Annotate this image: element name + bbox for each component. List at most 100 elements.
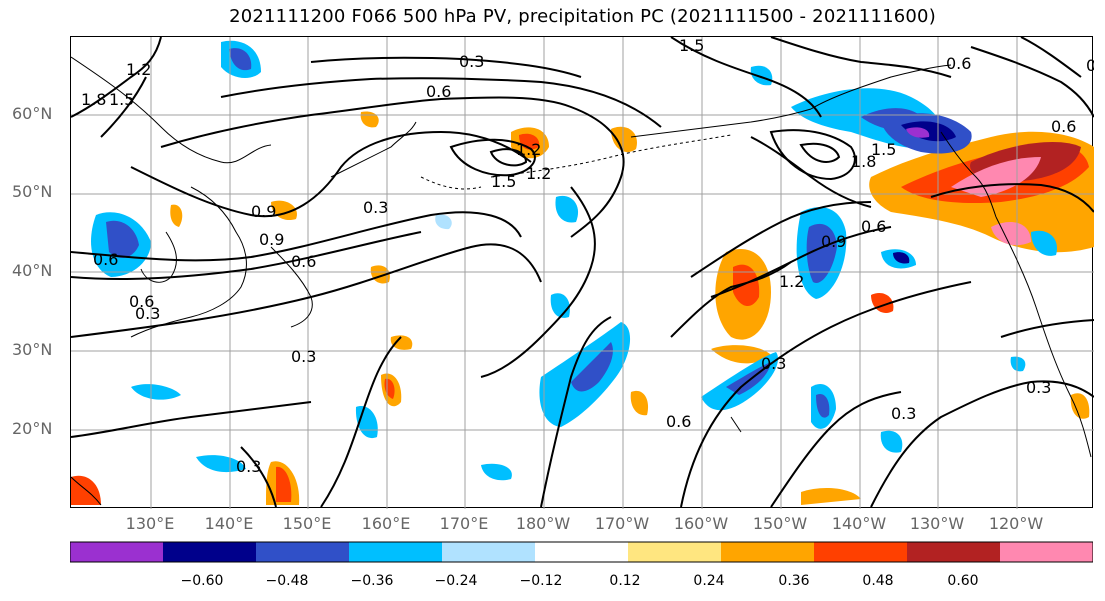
contour-label: 0.6 bbox=[1051, 117, 1076, 136]
colorbar-tick-label: 0.48 bbox=[862, 573, 894, 589]
precip-fill-neg-sm11 bbox=[1010, 356, 1026, 372]
colorbar-tick-label: −0.12 bbox=[519, 573, 563, 589]
colorbar-tick-label: −0.24 bbox=[434, 573, 478, 589]
precip-fill-pos-alaska bbox=[611, 126, 637, 153]
lon-label-140w: 140°W bbox=[831, 514, 887, 533]
precip-fill-pos-s bbox=[711, 345, 771, 364]
contour-labels: 1.2 1.8 1.5 0.3 0.6 1.5 0.6 1.2 1.5 1.2 … bbox=[81, 36, 1105, 476]
contour-label: 0.3 bbox=[761, 354, 786, 373]
colorbar bbox=[69, 540, 1094, 570]
contour-label: 0.3 bbox=[1026, 378, 1051, 397]
precip-fill-neg-sm4 bbox=[131, 384, 181, 400]
precip-fill-neg-sm1 bbox=[555, 195, 579, 223]
lon-label-150e: 150°E bbox=[282, 514, 332, 533]
contour-label: 1.5 bbox=[679, 37, 704, 55]
precip-fill-pos-central-core bbox=[733, 264, 760, 307]
precip-fill-neg-trough-core bbox=[806, 223, 837, 283]
graticule bbox=[71, 37, 1094, 509]
contour-label: 0.6 bbox=[426, 82, 451, 101]
lon-label-170w: 170°W bbox=[594, 514, 650, 533]
lat-label-60n: 60°N bbox=[12, 104, 53, 123]
colorbar-segment bbox=[628, 542, 722, 562]
contour-label: 1.5 bbox=[491, 172, 516, 191]
precip-fill-pos-sw-core bbox=[276, 466, 292, 502]
contour-label: 0.6 bbox=[291, 252, 316, 271]
precip-fill-pos-w1 bbox=[370, 265, 390, 284]
colorbar-segments bbox=[70, 542, 1094, 562]
contour-label: 1.2 bbox=[126, 60, 151, 79]
lon-label-130w: 130°W bbox=[909, 514, 965, 533]
lon-label-170e: 170°E bbox=[439, 514, 489, 533]
contour-label: 0.9 bbox=[1086, 56, 1094, 75]
colorbar-segment bbox=[1000, 542, 1094, 562]
precip-fill-neg-japan-core bbox=[106, 220, 139, 258]
precip-fill-neg-sm8 bbox=[880, 430, 903, 453]
precip-fill-neg-bc-core bbox=[901, 121, 956, 142]
lon-label-130e: 130°E bbox=[125, 514, 175, 533]
map-canvas: 1.2 1.8 1.5 0.3 0.6 1.5 0.6 1.2 1.5 1.2 … bbox=[70, 36, 1105, 509]
colorbar-tick-label: 0.60 bbox=[947, 573, 979, 589]
lat-label-50n: 50°N bbox=[12, 182, 53, 201]
precip-fill-pos-m2 bbox=[630, 390, 649, 416]
precip-fill-neg-sm10 bbox=[435, 214, 452, 230]
lat-label-40n: 40°N bbox=[12, 261, 53, 280]
precip-fill-pos-w4 bbox=[360, 111, 379, 128]
contour-label: 0.3 bbox=[236, 457, 261, 476]
contour-label: 1.2 bbox=[779, 272, 804, 291]
colorbar-tick-label: 0.24 bbox=[693, 573, 725, 589]
colorbar-segment bbox=[907, 542, 1001, 562]
contour-label: 0.6 bbox=[129, 292, 154, 311]
contour-label: 0.9 bbox=[821, 232, 846, 251]
contour-label: 0.3 bbox=[891, 404, 916, 423]
precip-fill-neg-sm9 bbox=[750, 65, 773, 86]
coastlines bbox=[70, 56, 1092, 506]
contour-label: 0.3 bbox=[459, 52, 484, 71]
colorbar-segment bbox=[70, 542, 164, 562]
precip-fill-neg-e-core bbox=[816, 393, 830, 418]
contour-label: 0.3 bbox=[135, 304, 160, 323]
colorbar-segment bbox=[442, 542, 536, 562]
lon-label-150w: 150°W bbox=[752, 514, 808, 533]
lat-label-20n: 20°N bbox=[12, 419, 53, 438]
precip-fill-pos-e2 bbox=[1070, 393, 1090, 419]
precip-fill-neg-sm6-core bbox=[893, 252, 910, 264]
colorbar-tick-label: −0.48 bbox=[265, 573, 309, 589]
contour-label: 0.6 bbox=[946, 54, 971, 73]
precip-fill-neg-sm7 bbox=[1031, 230, 1057, 256]
contour-label: 1.8 bbox=[851, 152, 876, 171]
lon-label-180w: 180°W bbox=[515, 514, 571, 533]
contour-label: 0.3 bbox=[363, 198, 388, 217]
contour-label: 0.6 bbox=[93, 250, 118, 269]
contour-label: 1.2 bbox=[526, 164, 551, 183]
contour-label: 0.9 bbox=[251, 202, 276, 221]
lon-label-120w: 120°W bbox=[988, 514, 1044, 533]
lon-label-160e: 160°E bbox=[361, 514, 411, 533]
colorbar-segment bbox=[163, 542, 257, 562]
colorbar-segment bbox=[814, 542, 908, 562]
precip-fill-neg-sub-core bbox=[571, 342, 613, 392]
pv-contours bbox=[70, 36, 1095, 508]
colorbar-tick-label: −0.36 bbox=[350, 573, 394, 589]
contour-label: 0.3 bbox=[291, 347, 316, 366]
colorbar-tick-label: 0.36 bbox=[778, 573, 810, 589]
contour-label: 0.6 bbox=[666, 412, 691, 431]
precip-fill-pos-m3 bbox=[390, 335, 413, 350]
colorbar-segment bbox=[535, 542, 629, 562]
precip-fill-neg-bc-purple bbox=[906, 127, 930, 138]
colorbar-segment bbox=[721, 542, 815, 562]
precip-fill-neg-sm12 bbox=[481, 463, 512, 481]
contour-label: 1.8 bbox=[81, 90, 106, 109]
contour-label: 1.5 bbox=[109, 90, 134, 109]
map-panel[interactable]: 1.2 1.8 1.5 0.3 0.6 1.5 0.6 1.2 1.5 1.2 … bbox=[70, 36, 1105, 509]
contour-label: 1.2 bbox=[516, 140, 541, 159]
precip-fill-neg-nw-core bbox=[229, 48, 252, 71]
contour-label: 0.6 bbox=[861, 217, 886, 236]
lon-label-140e: 140°E bbox=[204, 514, 254, 533]
lon-label-160w: 160°W bbox=[673, 514, 729, 533]
map-title: 2021111200 F066 500 hPa PV, precipitatio… bbox=[229, 6, 936, 27]
contour-label: 1.5 bbox=[871, 140, 896, 159]
lat-label-30n: 30°N bbox=[12, 340, 53, 359]
precip-fill-pos-sse bbox=[801, 487, 861, 505]
colorbar-segment bbox=[256, 542, 350, 562]
precip-fill-neg-hawaii-core bbox=[726, 362, 771, 395]
